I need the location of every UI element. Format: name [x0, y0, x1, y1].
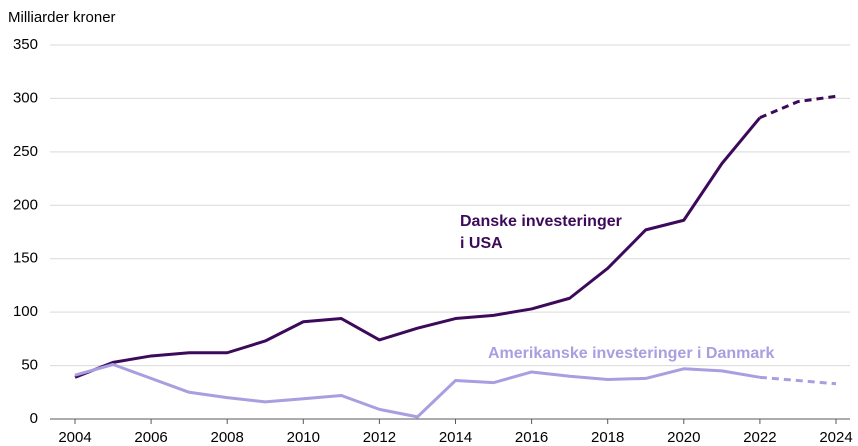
- series-line: [759, 94, 837, 120]
- x-tick-label: 2008: [211, 429, 244, 446]
- x-tick-label: 2020: [667, 429, 700, 446]
- y-tick-label: 150: [13, 250, 38, 267]
- y-tick-label: 100: [13, 303, 38, 320]
- y-tick-label: 0: [30, 410, 38, 427]
- y-tick-label: 300: [13, 89, 38, 106]
- x-tick-label: 2018: [591, 429, 624, 446]
- series-label: Amerikanske investeringer i Danmark: [488, 345, 774, 362]
- series-label: Danske investeringer: [460, 213, 622, 230]
- x-tick-label: 2010: [287, 429, 320, 446]
- y-tick-label: 250: [13, 143, 38, 160]
- x-tick-label: 2024: [819, 429, 852, 446]
- series-label: i USA: [460, 235, 503, 252]
- series-line: [74, 363, 761, 419]
- x-tick-label: 2016: [515, 429, 548, 446]
- y-tick-label: 50: [21, 357, 38, 374]
- x-tick-label: 2006: [134, 429, 167, 446]
- x-tick-label: 2014: [439, 429, 472, 446]
- y-tick-label: 200: [13, 196, 38, 213]
- series-line: [759, 375, 837, 386]
- y-tick-label: 350: [13, 36, 38, 53]
- series-line: [74, 116, 762, 379]
- x-tick-label: 2012: [363, 429, 396, 446]
- y-axis-title: Milliarder kroner: [8, 9, 116, 26]
- x-tick-label: 2004: [58, 429, 91, 446]
- x-tick-label: 2022: [743, 429, 776, 446]
